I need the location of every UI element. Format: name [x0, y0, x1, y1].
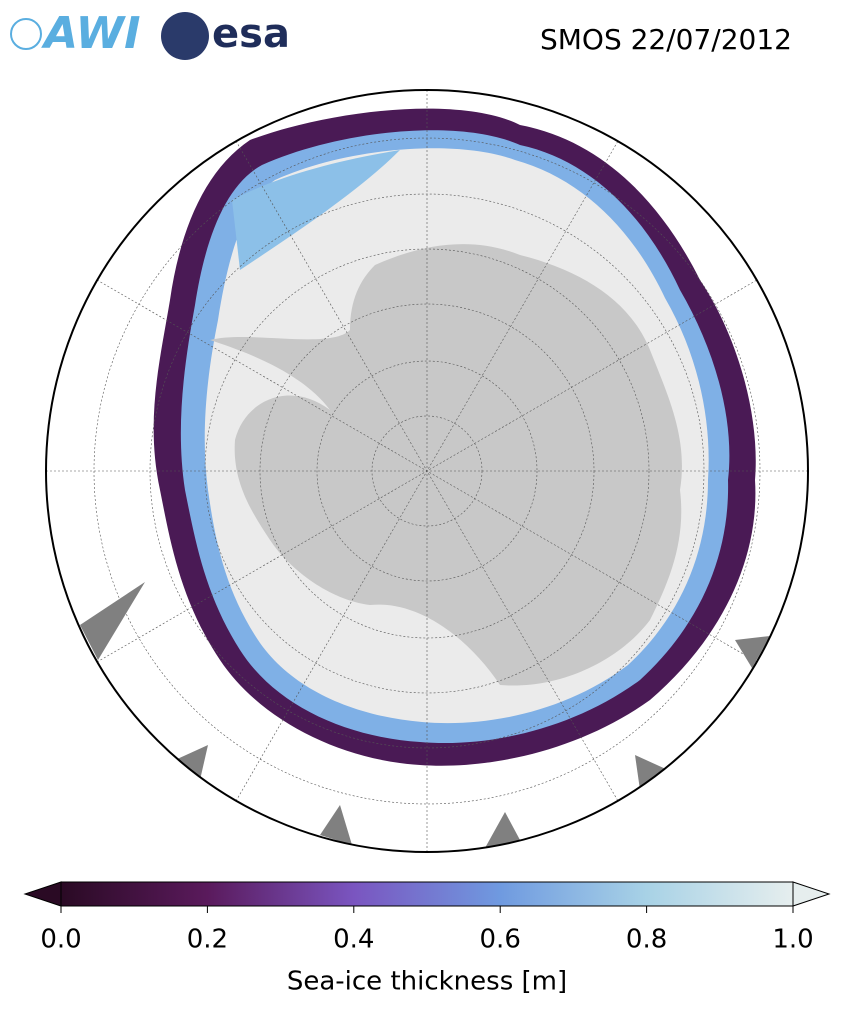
map-frame	[45, 89, 809, 853]
awi-globe	[10, 18, 42, 50]
colorbar-extend-high	[792, 881, 831, 907]
colorbar	[23, 881, 831, 913]
colorbar-tick-label: 1.0	[772, 925, 813, 955]
weddell-thick-ice	[232, 150, 400, 270]
colorbar-tick-label: 0.4	[333, 925, 374, 955]
esa-logo: esa	[212, 11, 290, 57]
data-gaps	[80, 582, 770, 848]
logos: AWI esa	[10, 8, 290, 60]
esa-globe	[161, 12, 209, 60]
colorbar-extend-low	[23, 881, 62, 907]
colorbar-tick-label: 0.2	[187, 925, 228, 955]
colorbar-tick-label: 0.6	[480, 925, 521, 955]
colorbar-label: Sea-ice thickness [m]	[287, 967, 567, 997]
colorbar-tick-label: 0.0	[40, 925, 81, 955]
colorbar-scale	[60, 881, 794, 907]
graticule	[46, 90, 808, 852]
awi-logo: AWI	[41, 8, 141, 59]
map	[46, 90, 808, 852]
title: SMOS 22/07/2012	[540, 23, 792, 56]
antarctica	[210, 244, 682, 686]
colorbar-tick-label: 0.8	[626, 925, 667, 955]
